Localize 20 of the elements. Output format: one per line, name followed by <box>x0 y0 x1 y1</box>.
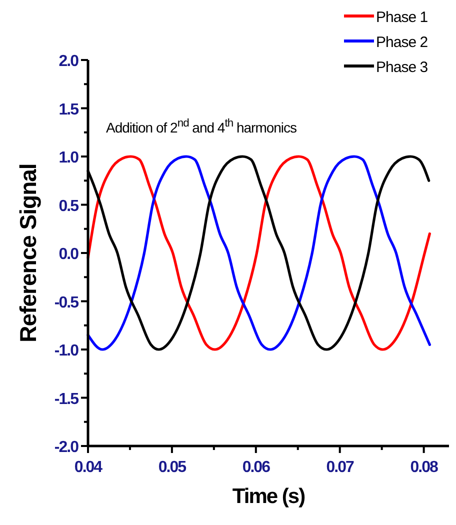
legend-label: Phase 3 <box>376 59 428 76</box>
y-tick-label: 0.0 <box>58 246 80 263</box>
annotation: Addition of 2$^{nd}$ and 4$^{th}$ harmonics <box>106 118 298 136</box>
y-tick-label: -0.5 <box>54 294 80 312</box>
y-axis-title: Reference Signal <box>15 164 41 342</box>
y-tick-label: -1.5 <box>54 390 80 408</box>
y-tick-label: -2.0 <box>54 439 80 456</box>
x-tick-label: 0.07 <box>326 459 355 476</box>
y-tick-label: -1.0 <box>54 342 80 360</box>
y-tick-label: 1.0 <box>58 150 80 166</box>
y-tick-label: 2.0 <box>58 53 80 70</box>
legend-label: Phase 2 <box>376 34 428 51</box>
x-tick-label: 0.05 <box>158 459 187 476</box>
x-tick-label: 0.04 <box>74 459 103 476</box>
y-tick-label: 1.5 <box>58 101 80 118</box>
x-tick-label: 0.08 <box>410 459 438 476</box>
x-tick-label: 0.06 <box>242 459 271 476</box>
x-axis-title: Time (s) <box>232 485 305 508</box>
y-tick-label: 0.5 <box>58 198 80 215</box>
legend-label: Phase 1 <box>376 9 428 26</box>
